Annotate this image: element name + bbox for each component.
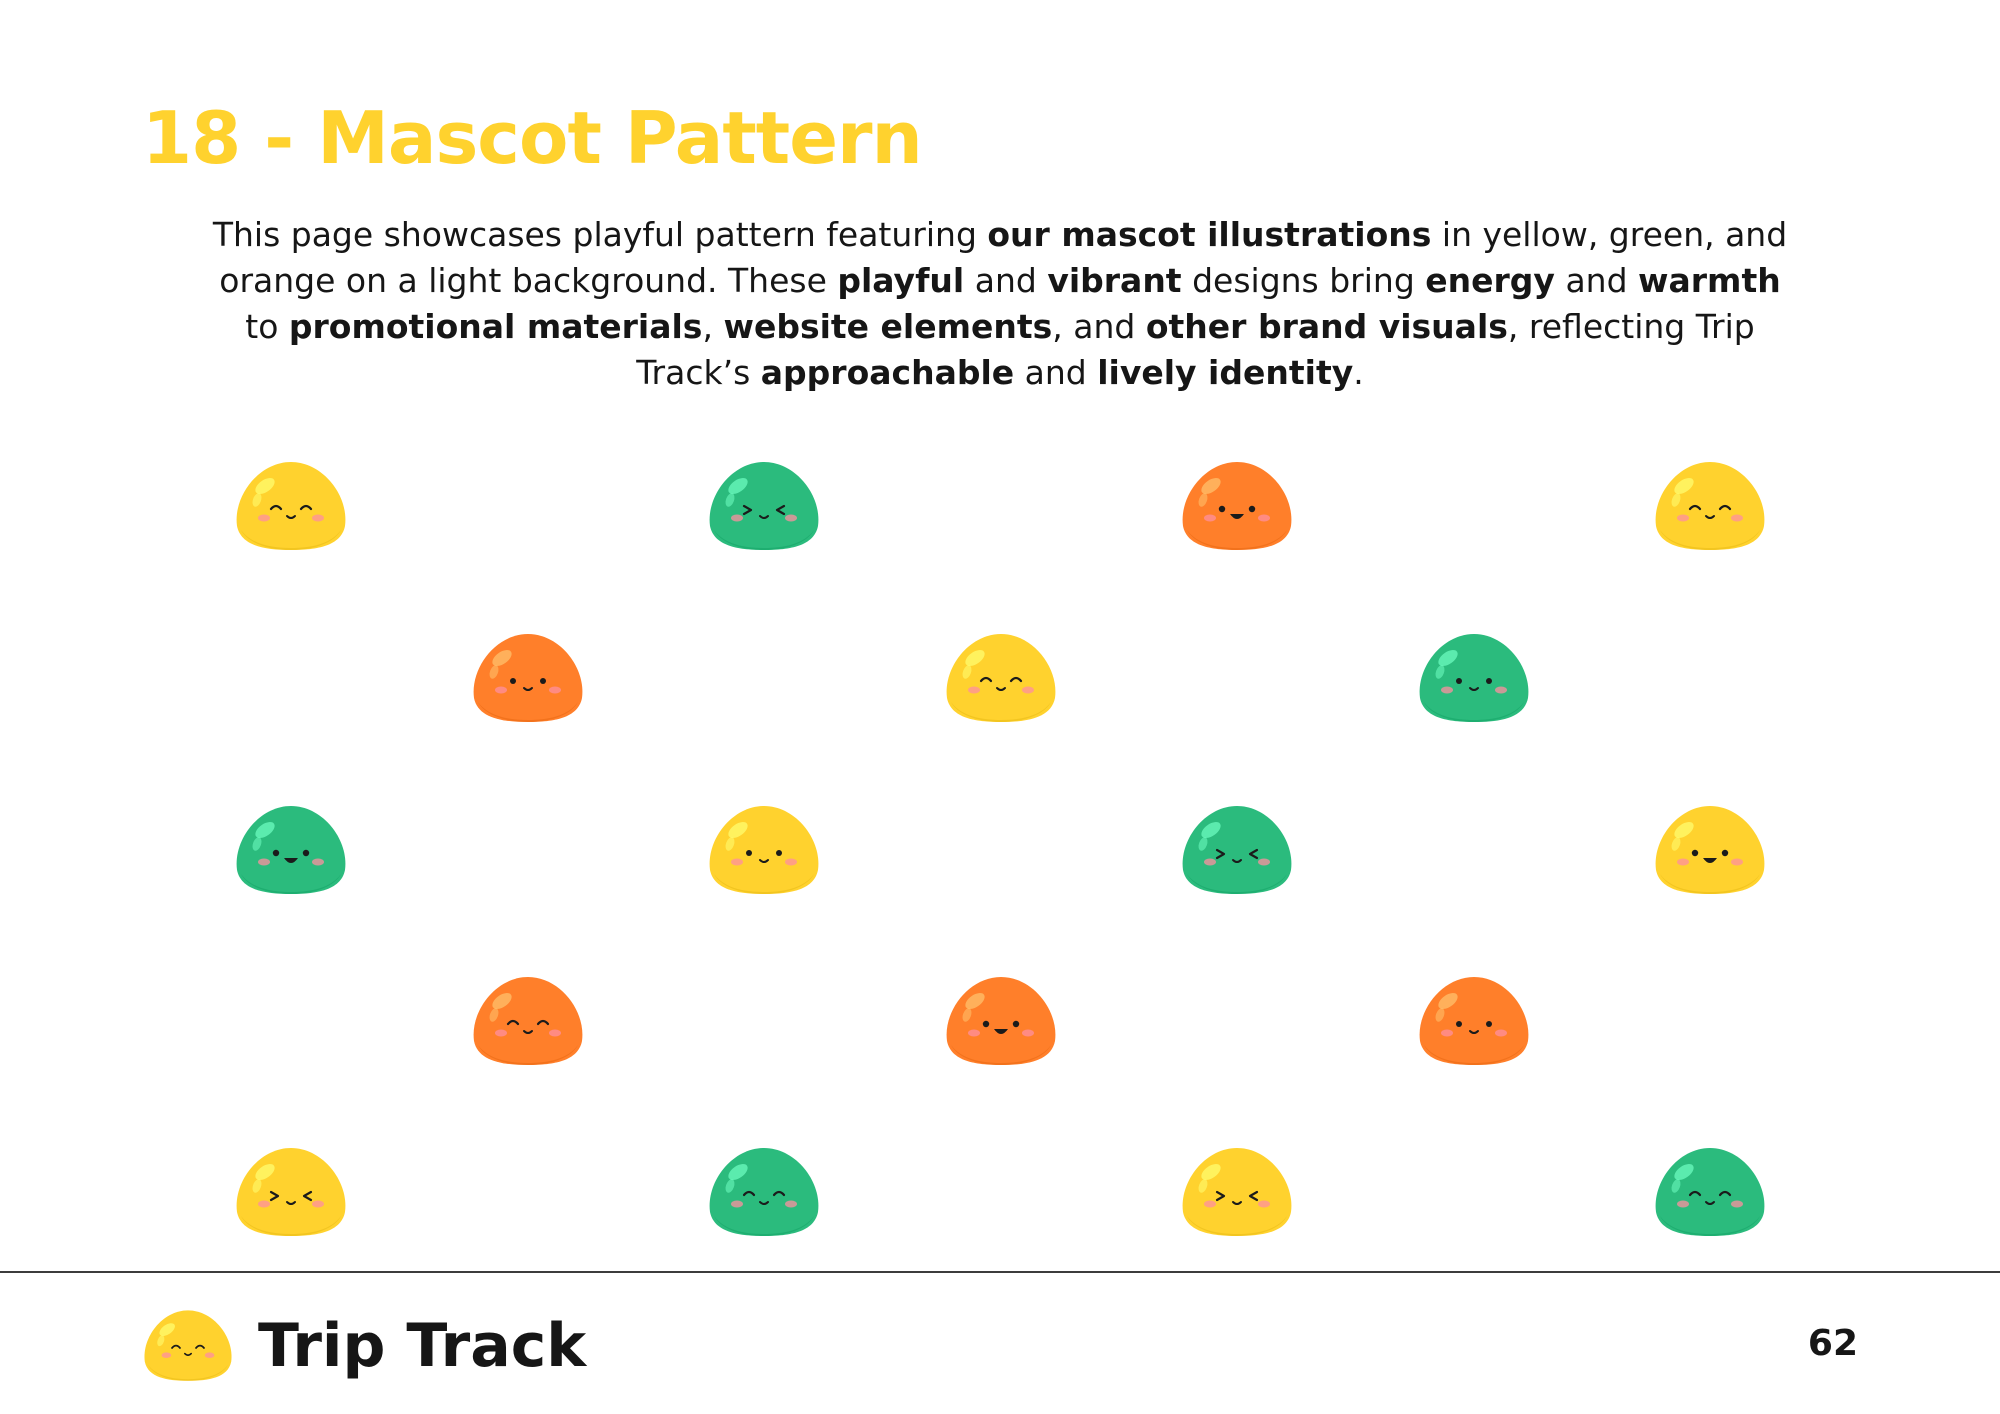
yellow-mascot-icon xyxy=(1655,462,1765,550)
orange-mascot-icon xyxy=(1182,462,1292,550)
description-text: and xyxy=(1554,261,1639,300)
yellow-mascot-icon xyxy=(709,806,819,894)
green-mascot-icon xyxy=(1419,634,1529,722)
green-mascot-icon xyxy=(236,806,346,894)
footer-divider xyxy=(0,1271,2000,1273)
description-emphasis: other brand visuals xyxy=(1145,307,1508,346)
description-emphasis: vibrant xyxy=(1047,261,1182,300)
description-emphasis: promotional materials xyxy=(288,307,703,346)
description-text: and xyxy=(964,261,1048,300)
description-emphasis: warmth xyxy=(1638,261,1781,300)
description-text: , reflecting Trip Track’s xyxy=(636,307,1755,392)
description-emphasis: approachable xyxy=(760,353,1015,392)
mascot-logo-icon xyxy=(144,1310,232,1381)
yellow-mascot-icon xyxy=(236,462,346,550)
description-text: designs bring xyxy=(1181,261,1426,300)
yellow-mascot-icon xyxy=(1655,806,1765,894)
description-text: , and xyxy=(1052,307,1146,346)
description-text: in yellow, green, and orange on a light … xyxy=(219,215,1788,300)
description-emphasis: playful xyxy=(837,261,965,300)
description-text: . xyxy=(1353,353,1364,392)
description-text: This page showcases playful pattern feat… xyxy=(212,215,988,254)
yellow-mascot-icon xyxy=(236,1148,346,1236)
orange-mascot-icon xyxy=(473,634,583,722)
page-number: 62 xyxy=(1807,1323,1858,1364)
page-title: 18 - Mascot Pattern xyxy=(142,96,923,180)
description-text: , xyxy=(702,307,724,346)
orange-mascot-icon xyxy=(473,977,583,1065)
page-description: This page showcases playful pattern feat… xyxy=(200,212,1800,396)
brand-name: Trip Track xyxy=(258,1311,587,1381)
green-mascot-icon xyxy=(1655,1148,1765,1236)
green-mascot-icon xyxy=(1182,806,1292,894)
orange-mascot-icon xyxy=(1419,977,1529,1065)
yellow-mascot-icon xyxy=(1182,1148,1292,1236)
description-emphasis: energy xyxy=(1425,261,1555,300)
green-mascot-icon xyxy=(709,1148,819,1236)
green-mascot-icon xyxy=(709,462,819,550)
description-emphasis: lively identity xyxy=(1097,353,1354,392)
description-emphasis: website elements xyxy=(723,307,1053,346)
orange-mascot-icon xyxy=(946,977,1056,1065)
description-text: to xyxy=(245,307,289,346)
yellow-mascot-icon xyxy=(946,634,1056,722)
description-text: and xyxy=(1014,353,1098,392)
description-emphasis: our mascot illustrations xyxy=(987,215,1432,254)
